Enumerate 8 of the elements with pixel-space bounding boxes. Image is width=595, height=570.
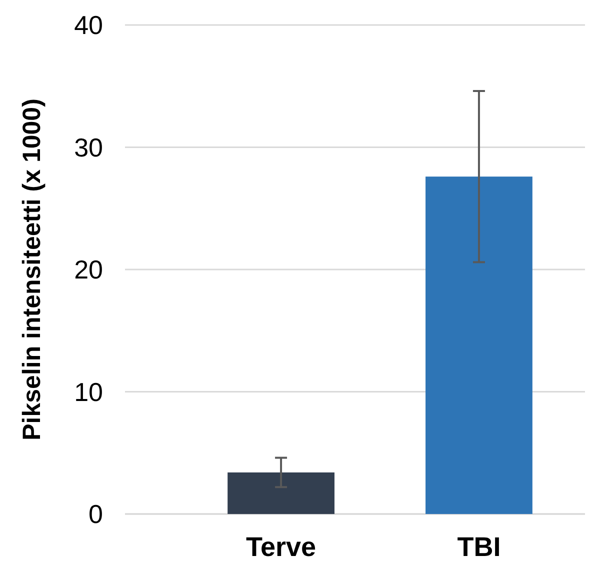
y-tick-label: 30	[74, 132, 103, 162]
y-tick-label: 20	[74, 254, 103, 285]
x-tick-label: Terve	[246, 532, 316, 562]
x-tick-label: TBI	[457, 532, 501, 562]
y-axis-title: Pikselin intensiteetti (x 1000)	[18, 98, 46, 440]
y-tick-label: 0	[88, 499, 103, 530]
y-tick-label: 10	[74, 376, 103, 407]
y-tick-label: 40	[74, 10, 103, 40]
